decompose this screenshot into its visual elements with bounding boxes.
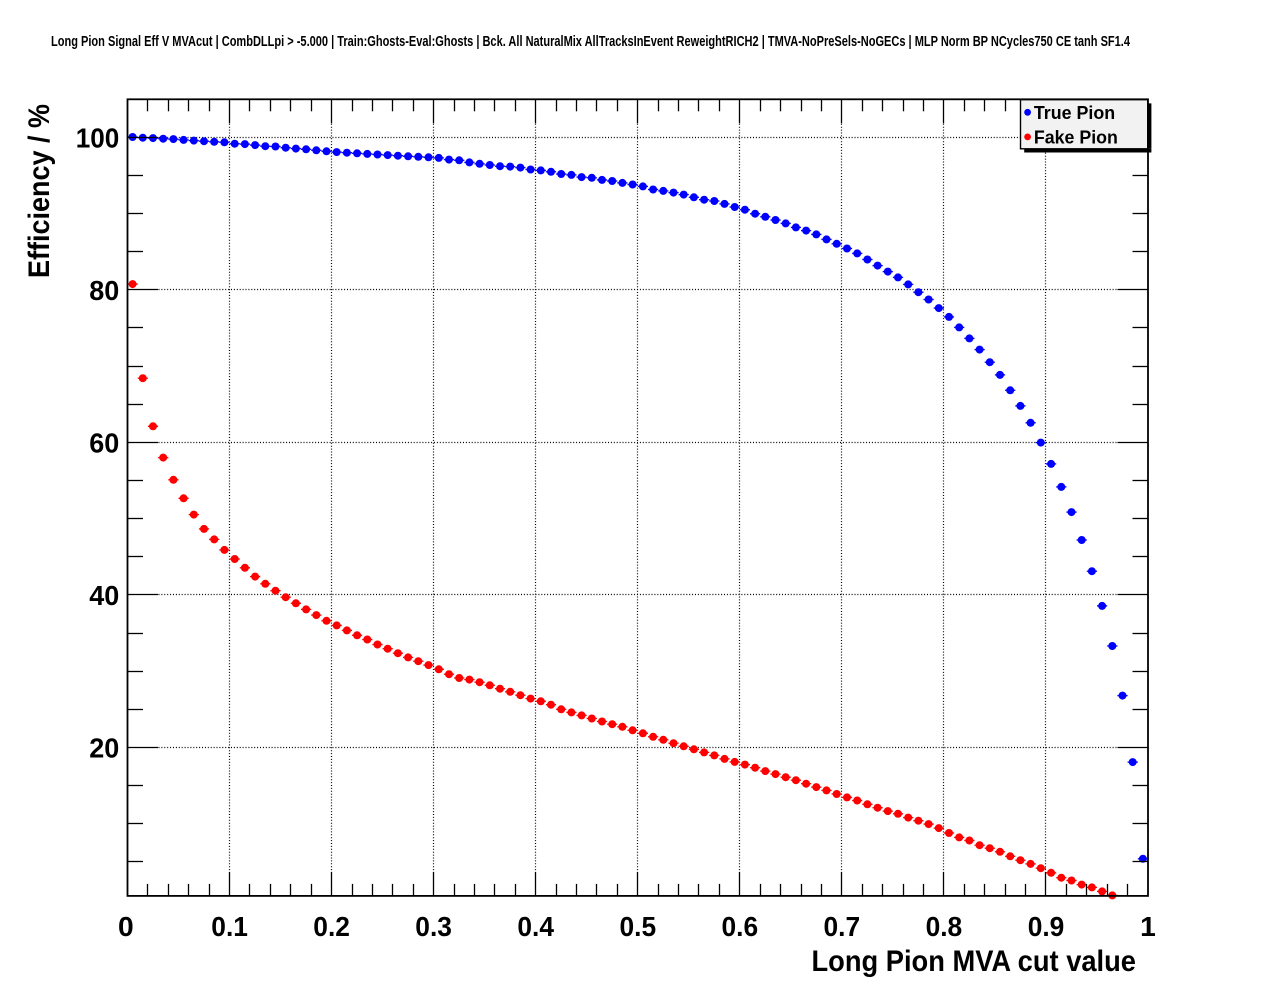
svg-text:20: 20: [89, 732, 119, 764]
svg-text:0: 0: [118, 910, 134, 942]
svg-text:100: 100: [76, 121, 120, 153]
svg-text:0.8: 0.8: [926, 910, 963, 942]
svg-text:60: 60: [89, 427, 119, 459]
svg-text:0.5: 0.5: [620, 910, 657, 942]
svg-text:0.7: 0.7: [824, 910, 861, 942]
svg-text:0.9: 0.9: [1028, 910, 1065, 942]
svg-text:80: 80: [89, 274, 119, 306]
svg-text:0.6: 0.6: [722, 910, 759, 942]
svg-text:1: 1: [1140, 910, 1156, 942]
svg-text:0.1: 0.1: [211, 910, 248, 942]
svg-text:0.2: 0.2: [313, 910, 350, 942]
svg-text:Long Pion Signal Eff V MVAcut: Long Pion Signal Eff V MVAcut | CombDLLp…: [51, 34, 1130, 50]
svg-text:0.3: 0.3: [415, 910, 452, 942]
svg-text:True Pion: True Pion: [1034, 102, 1115, 123]
svg-text:0.4: 0.4: [517, 910, 554, 942]
svg-text:Fake Pion: Fake Pion: [1034, 127, 1118, 148]
svg-text:Long Pion MVA cut value: Long Pion MVA cut value: [812, 945, 1137, 978]
svg-text:Efficiency / %: Efficiency / %: [23, 104, 56, 278]
svg-text:40: 40: [89, 579, 119, 611]
